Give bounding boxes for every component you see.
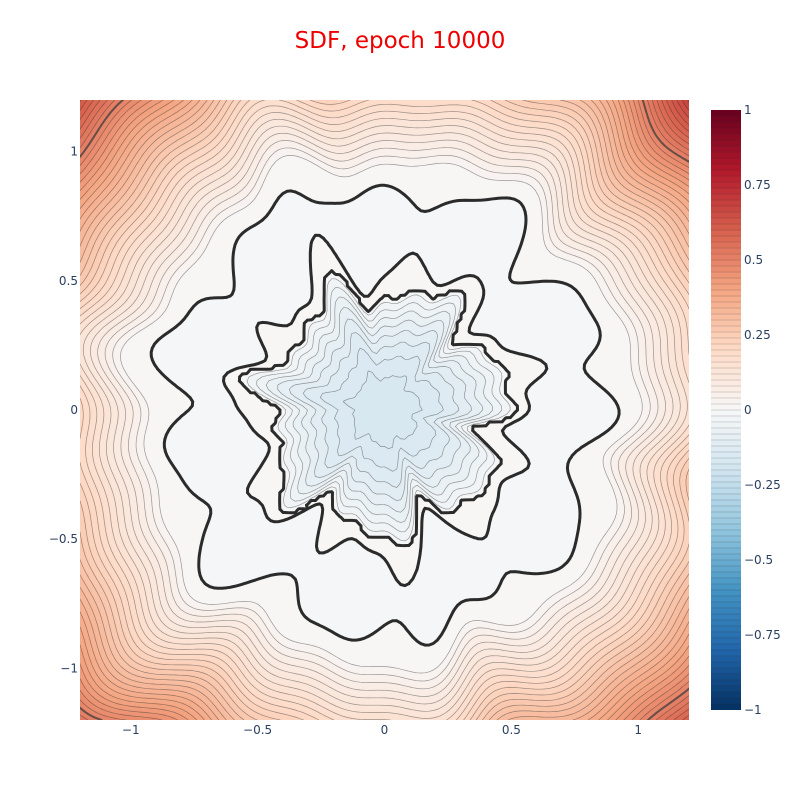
colorbar-tick-label: −0.25 (744, 478, 781, 492)
contour-line (80, 112, 688, 719)
contour-line (80, 100, 689, 720)
colorbar-tick-label: −1 (744, 703, 762, 717)
contour-line (681, 100, 689, 111)
contour-line (80, 100, 689, 720)
x-tick-label: 0 (381, 723, 389, 737)
contour-line (319, 347, 444, 472)
colorbar-tick-labels: 1 0.75 0.5 0.25 0 −0.25 −0.5 −0.75 −1 (744, 103, 781, 717)
contour-line (90, 125, 674, 705)
contour-line (82, 118, 681, 712)
contour-line (80, 100, 689, 720)
x-tick-label: −1 (122, 723, 140, 737)
x-tick-label: 1 (634, 723, 642, 737)
contour-line (120, 155, 643, 674)
y-tick-label: −0.5 (49, 532, 78, 546)
contour-line (676, 100, 689, 119)
y-tick-label: 0.5 (59, 274, 78, 288)
x-tick-label: −0.5 (243, 723, 272, 737)
contour-line (112, 147, 651, 682)
contour-line (256, 287, 503, 533)
contour-line (277, 306, 484, 513)
contour-line (80, 100, 689, 720)
contour-line (80, 105, 689, 720)
colorbar-gradient (711, 110, 741, 710)
colorbar: 1 0.75 0.5 0.25 0 −0.25 −0.5 −0.75 −1 (711, 103, 781, 717)
colorbar-tick-label: −0.75 (744, 628, 781, 642)
contour-line (80, 100, 689, 720)
contour-line (80, 100, 689, 720)
colorbar-tick-label: 0.75 (744, 178, 771, 192)
x-axis-ticks: −1 −0.5 0 0.5 1 (122, 723, 642, 737)
contour-line (246, 278, 511, 542)
colorbar-contour-ticks (711, 115, 741, 705)
colorbar-tick-label: 0.5 (744, 253, 763, 267)
contour-line (80, 100, 689, 720)
contour-line (80, 100, 689, 720)
contour-line (80, 100, 689, 126)
contour-lines (80, 100, 689, 720)
colorbar-tick-label: 1 (744, 103, 752, 117)
contour-line (80, 100, 689, 720)
contour-line (80, 100, 689, 720)
chart-title: SDF, epoch 10000 (295, 28, 506, 54)
contour-line (80, 100, 689, 720)
contour-line (80, 100, 689, 132)
contour-line (104, 140, 659, 690)
contour-line (265, 296, 494, 523)
contour-line (302, 332, 460, 488)
contour-line (342, 370, 423, 450)
y-tick-label: −1 (60, 661, 78, 675)
contour-line (80, 100, 689, 720)
contour-line (80, 100, 689, 720)
y-tick-label: 1 (70, 145, 78, 159)
contour-line (687, 100, 689, 103)
contour-line (80, 100, 689, 720)
contour-line (80, 100, 689, 720)
colorbar-tick-label: 0 (744, 403, 752, 417)
colorbar-tick-label: −0.5 (744, 553, 773, 567)
contour-line (288, 318, 472, 501)
contour-line (80, 100, 689, 720)
plot-area (80, 100, 689, 720)
x-tick-label: 0.5 (502, 723, 521, 737)
contour-line (80, 100, 689, 720)
contour-line (80, 100, 689, 720)
y-axis-ticks: 1 0.5 0 −0.5 −1 (49, 145, 78, 676)
contour-line (97, 132, 666, 697)
contour-line (80, 100, 689, 720)
y-tick-label: 0 (70, 403, 78, 417)
colorbar-tick-label: 0.25 (744, 328, 771, 342)
contour-line (80, 100, 689, 720)
sdf-heatmap (80, 100, 689, 720)
zero-level-contour (149, 183, 621, 647)
contour-line (80, 100, 689, 720)
